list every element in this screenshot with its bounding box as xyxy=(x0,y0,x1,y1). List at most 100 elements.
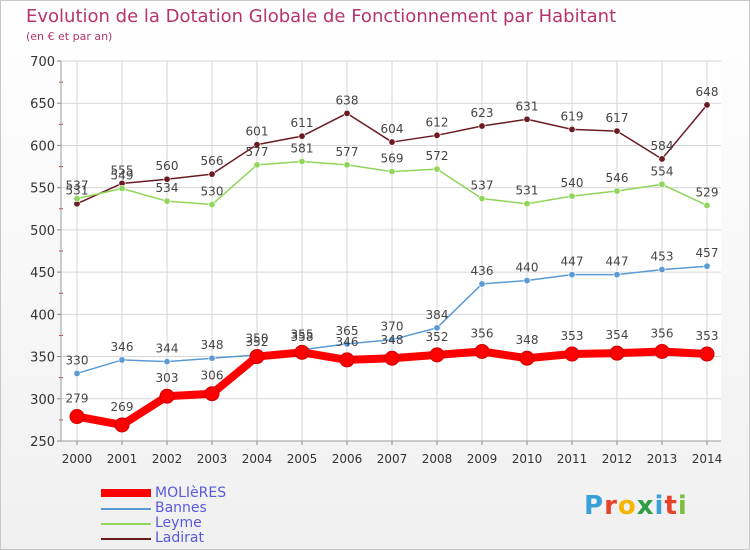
data-point xyxy=(163,197,171,205)
data-point xyxy=(388,138,396,146)
data-label: 365 xyxy=(336,324,359,338)
data-label: 447 xyxy=(561,255,584,269)
data-point xyxy=(69,409,85,425)
proxiti-logo: Proxiti xyxy=(584,491,688,521)
data-point xyxy=(343,340,351,348)
data-point xyxy=(609,345,625,361)
x-tick-label: 2014 xyxy=(692,452,723,466)
data-label: 604 xyxy=(381,122,404,136)
data-label: 534 xyxy=(156,181,179,195)
data-label: 638 xyxy=(336,93,359,107)
data-label: 581 xyxy=(291,141,314,155)
data-label: 577 xyxy=(246,145,269,159)
data-label: 566 xyxy=(201,154,224,168)
data-label: 348 xyxy=(201,338,224,352)
data-point xyxy=(339,352,355,368)
data-point xyxy=(658,155,666,163)
data-label: 370 xyxy=(381,320,404,334)
data-point xyxy=(118,185,126,193)
data-point xyxy=(388,336,396,344)
data-label: 648 xyxy=(696,85,719,99)
x-tick-label: 2003 xyxy=(197,452,228,466)
data-point xyxy=(478,122,486,130)
data-label: 569 xyxy=(381,152,404,166)
x-tick-label: 2008 xyxy=(422,452,453,466)
data-point xyxy=(519,350,535,366)
x-tick-label: 2000 xyxy=(62,452,93,466)
data-point xyxy=(118,356,126,364)
data-label: 453 xyxy=(651,250,674,264)
data-point xyxy=(433,324,441,332)
data-label: 577 xyxy=(336,145,359,159)
legend-swatch-leyme xyxy=(101,523,151,525)
data-point xyxy=(208,201,216,209)
data-label: 303 xyxy=(156,371,179,385)
x-tick-label: 2002 xyxy=(152,452,183,466)
x-tick-label: 2013 xyxy=(647,452,678,466)
data-label: 346 xyxy=(336,335,359,349)
data-point xyxy=(208,354,216,362)
data-label: 531 xyxy=(66,184,89,198)
data-point xyxy=(298,157,306,165)
legend-swatch-bannes xyxy=(101,508,151,510)
data-label: 356 xyxy=(651,326,674,340)
data-label: 354 xyxy=(606,328,629,342)
data-point xyxy=(568,271,576,279)
data-point xyxy=(73,369,81,377)
data-point xyxy=(204,386,220,402)
data-point xyxy=(654,343,670,359)
data-point xyxy=(523,277,531,285)
legend-label-ladirat: Ladirat xyxy=(155,530,204,546)
data-label: 572 xyxy=(426,149,449,163)
x-tick-label: 2007 xyxy=(377,452,408,466)
data-point xyxy=(613,187,621,195)
legend-label-leyme: Leyme xyxy=(155,515,202,531)
data-label: 531 xyxy=(516,184,539,198)
x-tick-label: 2012 xyxy=(602,452,633,466)
data-point xyxy=(159,388,175,404)
data-label: 269 xyxy=(111,400,134,414)
data-point xyxy=(163,175,171,183)
data-label: 353 xyxy=(561,329,584,343)
data-point xyxy=(343,161,351,169)
data-point xyxy=(703,201,711,209)
data-label: 350 xyxy=(246,332,269,346)
x-tick-label: 2011 xyxy=(557,452,588,466)
data-point xyxy=(208,170,216,178)
data-label: 631 xyxy=(516,99,539,113)
y-tick-label: 350 xyxy=(30,351,55,366)
data-label: 330 xyxy=(66,353,89,367)
y-tick-label: 400 xyxy=(30,308,55,323)
y-tick-label: 250 xyxy=(30,435,55,450)
y-tick-label: 550 xyxy=(30,182,55,197)
data-point xyxy=(523,200,531,208)
y-tick-label: 650 xyxy=(30,97,55,112)
y-tick-label: 700 xyxy=(30,55,55,70)
logo-letter: i xyxy=(677,491,688,521)
data-label: 584 xyxy=(651,139,674,153)
data-label: 529 xyxy=(696,185,719,199)
data-point xyxy=(564,346,580,362)
legend-label-bannes: Bannes xyxy=(155,500,207,516)
data-point xyxy=(163,358,171,366)
y-tick-label: 500 xyxy=(30,224,55,239)
data-label: 384 xyxy=(426,308,449,322)
data-label: 537 xyxy=(471,179,494,193)
x-tick-label: 2010 xyxy=(512,452,543,466)
data-label: 355 xyxy=(291,327,314,341)
data-label: 353 xyxy=(696,329,719,343)
data-label: 549 xyxy=(111,169,134,183)
data-point xyxy=(658,180,666,188)
chart-title: Evolution de la Dotation Globale de Fonc… xyxy=(26,6,617,27)
logo-letter: o xyxy=(617,491,637,521)
data-label: 440 xyxy=(516,261,539,275)
data-point xyxy=(249,349,265,365)
data-point xyxy=(298,132,306,140)
data-label: 348 xyxy=(381,333,404,347)
data-label: 546 xyxy=(606,171,629,185)
data-label: 447 xyxy=(606,255,629,269)
data-label: 560 xyxy=(156,159,179,173)
data-point xyxy=(523,115,531,123)
